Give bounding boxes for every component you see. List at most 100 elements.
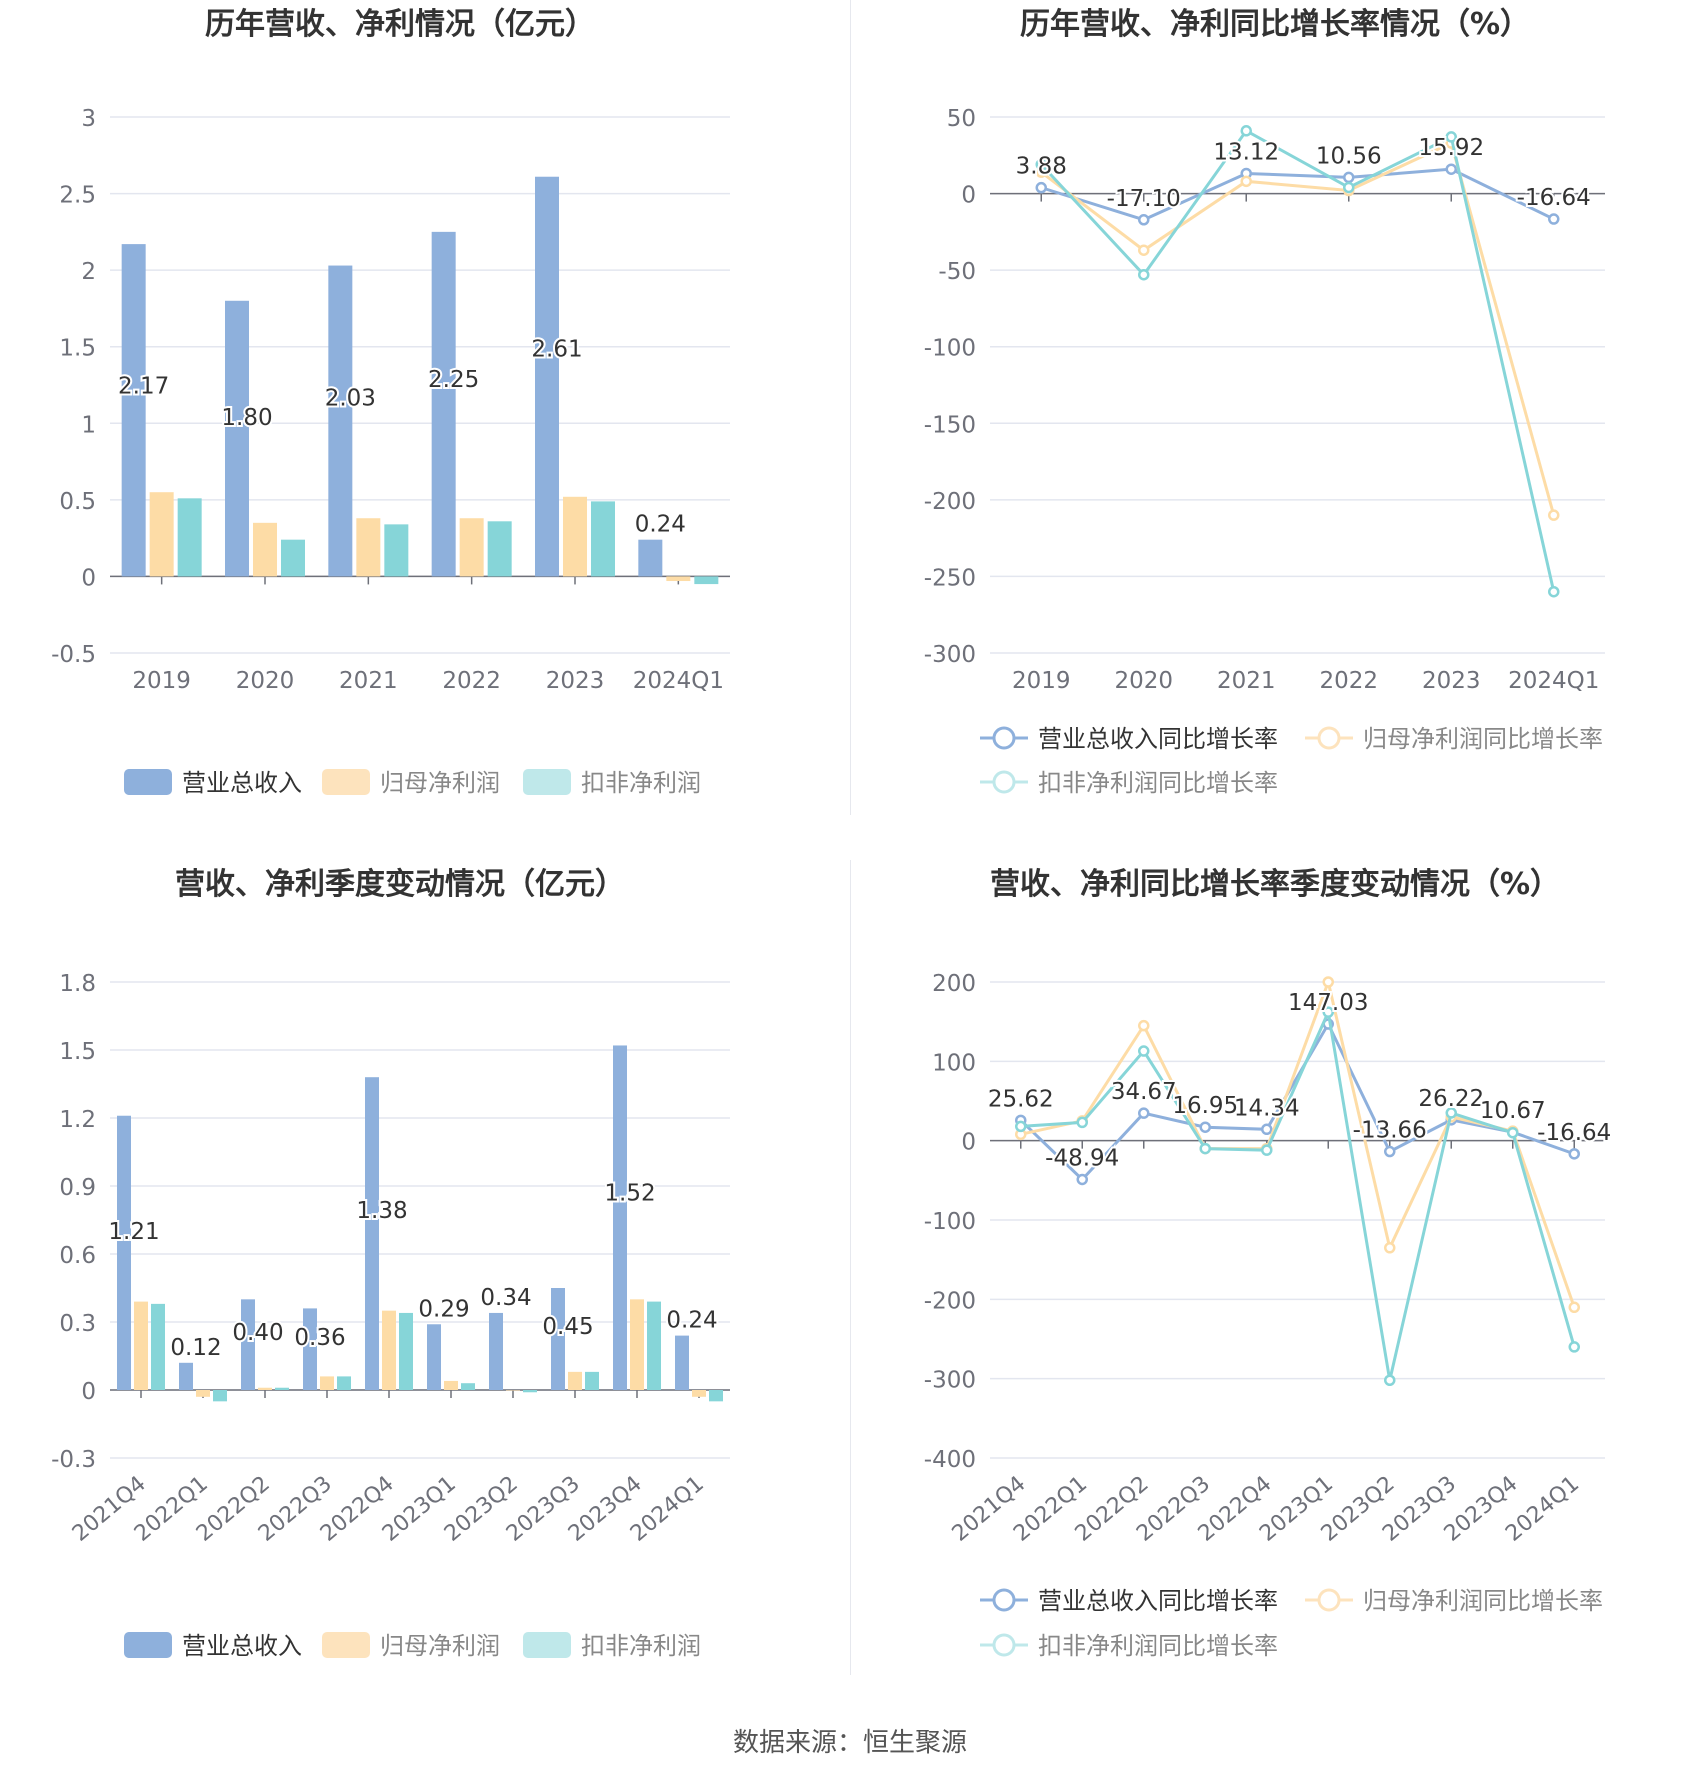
chart-svg: 营收、净利同比增长率季度变动情况（%） 200 100 0 -100 -200 -300 -4… bbox=[924, 867, 1614, 1660]
series-line-0 bbox=[1040, 167, 1555, 222]
legend-label: 归母净利润同比增长率 bbox=[1363, 725, 1603, 753]
series-point-2 bbox=[1507, 1126, 1519, 1139]
y-tick-label: 200 bbox=[932, 971, 976, 997]
bar-0 bbox=[675, 1335, 689, 1390]
bar-2 bbox=[213, 1390, 227, 1402]
x-tick-label: 2021 bbox=[339, 668, 398, 694]
legend-swatch-circle bbox=[992, 1633, 1016, 1657]
x-tick-label: 2022 bbox=[442, 668, 501, 694]
series-point-1 bbox=[1384, 1242, 1396, 1254]
legend-label: 营业总收入 bbox=[182, 1632, 302, 1660]
series-point-2 bbox=[1261, 1144, 1273, 1156]
series-point-2 bbox=[1138, 268, 1150, 281]
y-tick-label: 1.2 bbox=[59, 1107, 96, 1133]
bar-1 bbox=[196, 1390, 210, 1397]
bar-2 bbox=[709, 1390, 723, 1402]
bar-0 bbox=[638, 539, 663, 577]
y-tick-label: 0.9 bbox=[59, 1175, 96, 1201]
bar-0 bbox=[241, 1299, 255, 1390]
x-tick-label: 2022 bbox=[1319, 668, 1378, 694]
series-point-1 bbox=[1568, 1301, 1580, 1314]
legend-label: 归母净利润 bbox=[380, 1632, 500, 1660]
x-tick-label: 2020 bbox=[236, 668, 295, 694]
y-tick-label: 0 bbox=[961, 183, 976, 209]
legend-label: 归母净利润同比增长率 bbox=[1363, 1587, 1603, 1615]
data-label: 10.67 bbox=[1480, 1098, 1546, 1124]
y-tick-label: 1 bbox=[81, 412, 96, 438]
series-point-0 bbox=[1199, 1121, 1211, 1133]
legend-swatch bbox=[124, 1632, 172, 1658]
data-label: 2.25 bbox=[428, 367, 479, 393]
chart-title: 历年营收、净利情况（亿元） bbox=[205, 7, 595, 42]
bar-0 bbox=[303, 1308, 317, 1390]
legend-swatch-circle bbox=[992, 1588, 1016, 1612]
legend-label: 扣非净利润同比增长率 bbox=[1038, 769, 1278, 797]
bar-1 bbox=[253, 522, 277, 577]
data-label: 2.03 bbox=[325, 385, 376, 411]
y-tick-label: -200 bbox=[924, 1288, 976, 1314]
bar-0 bbox=[535, 176, 559, 577]
bar-2 bbox=[523, 1390, 537, 1393]
chart-title: 营收、净利季度变动情况（亿元） bbox=[175, 867, 625, 902]
data-label: -17.10 bbox=[1107, 186, 1181, 212]
y-tick-label: 3 bbox=[81, 106, 96, 132]
bar-1 bbox=[258, 1387, 272, 1390]
bar-0 bbox=[225, 300, 249, 577]
bar-2 bbox=[585, 1371, 599, 1390]
bar-2 bbox=[151, 1303, 165, 1390]
legend-label: 营业总收入 bbox=[182, 769, 302, 797]
data-label: 0.12 bbox=[170, 1335, 221, 1361]
series-point-0 bbox=[1343, 171, 1355, 184]
legend-label: 扣非净利润同比增长率 bbox=[1038, 1632, 1278, 1660]
y-tick-label: 1.8 bbox=[59, 971, 96, 997]
series-point-2 bbox=[1548, 585, 1560, 598]
series-point-0 bbox=[1384, 1145, 1396, 1158]
series-point-2 bbox=[1199, 1142, 1211, 1155]
bar-0 bbox=[613, 1045, 627, 1390]
y-tick-label: -300 bbox=[924, 1368, 976, 1394]
bar-2 bbox=[384, 524, 409, 577]
annual-revenue-profit-chart: 历年营收、净利情况（亿元） 3 2.5 2 1.5 1 0.5 0 -0.5 2019 2020 20… bbox=[0, 0, 850, 820]
y-tick-label: -150 bbox=[924, 412, 976, 438]
y-tick-label: -0.5 bbox=[51, 642, 96, 668]
series-line-0 bbox=[1019, 1020, 1575, 1182]
x-tick-label: 2023 bbox=[546, 668, 605, 694]
data-label: 1.21 bbox=[108, 1219, 159, 1245]
bar-1 bbox=[382, 1310, 396, 1390]
series-point-2 bbox=[1343, 181, 1355, 194]
legend-label: 扣非净利润 bbox=[581, 1632, 701, 1660]
bar-1 bbox=[320, 1376, 334, 1390]
data-label: 3.88 bbox=[1016, 154, 1067, 180]
x-tick-label: 2023 bbox=[1422, 668, 1481, 694]
bar-2 bbox=[591, 501, 615, 577]
y-tick-label: 0.3 bbox=[59, 1311, 96, 1337]
data-label: 2.17 bbox=[118, 374, 169, 400]
bar-1 bbox=[459, 518, 484, 577]
data-label: 14.34 bbox=[1234, 1095, 1300, 1121]
series-line-2 bbox=[1040, 128, 1556, 593]
bar-0 bbox=[121, 244, 146, 577]
annual-growth-rate-chart: 历年营收、净利同比增长率情况（%） 50 0 -50 -100 -150 -200 -250 -… bbox=[850, 0, 1700, 820]
y-tick-label: 0 bbox=[81, 1379, 96, 1405]
y-tick-label: 0 bbox=[81, 565, 96, 591]
data-source-footer: 数据来源：恒生聚源 bbox=[732, 1728, 967, 1758]
chart-title: 历年营收、净利同比增长率情况（%） bbox=[1020, 7, 1530, 42]
series-point-2 bbox=[1035, 158, 1047, 171]
series-point-2 bbox=[1445, 131, 1457, 143]
bar-1 bbox=[568, 1371, 582, 1390]
legend-swatch-circle bbox=[992, 726, 1016, 750]
data-label: 0.45 bbox=[542, 1314, 593, 1340]
bar-1 bbox=[666, 576, 691, 582]
bar-0 bbox=[117, 1115, 131, 1390]
series-point-1 bbox=[1548, 509, 1560, 521]
series-point-0 bbox=[1076, 1173, 1088, 1186]
series-point-2 bbox=[1015, 1120, 1027, 1133]
legend-swatch-circle bbox=[1317, 726, 1341, 750]
y-tick-label: 0.5 bbox=[59, 489, 96, 515]
y-tick-label: 0.6 bbox=[59, 1243, 96, 1269]
data-label: 2.61 bbox=[531, 337, 582, 363]
x-tick-label: 2019 bbox=[1012, 668, 1071, 694]
series-point-0 bbox=[1445, 163, 1457, 175]
series-point-0 bbox=[1138, 214, 1150, 226]
series-point-2 bbox=[1384, 1374, 1396, 1387]
